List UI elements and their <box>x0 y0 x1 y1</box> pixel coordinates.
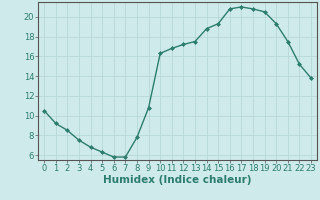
X-axis label: Humidex (Indice chaleur): Humidex (Indice chaleur) <box>103 175 252 185</box>
